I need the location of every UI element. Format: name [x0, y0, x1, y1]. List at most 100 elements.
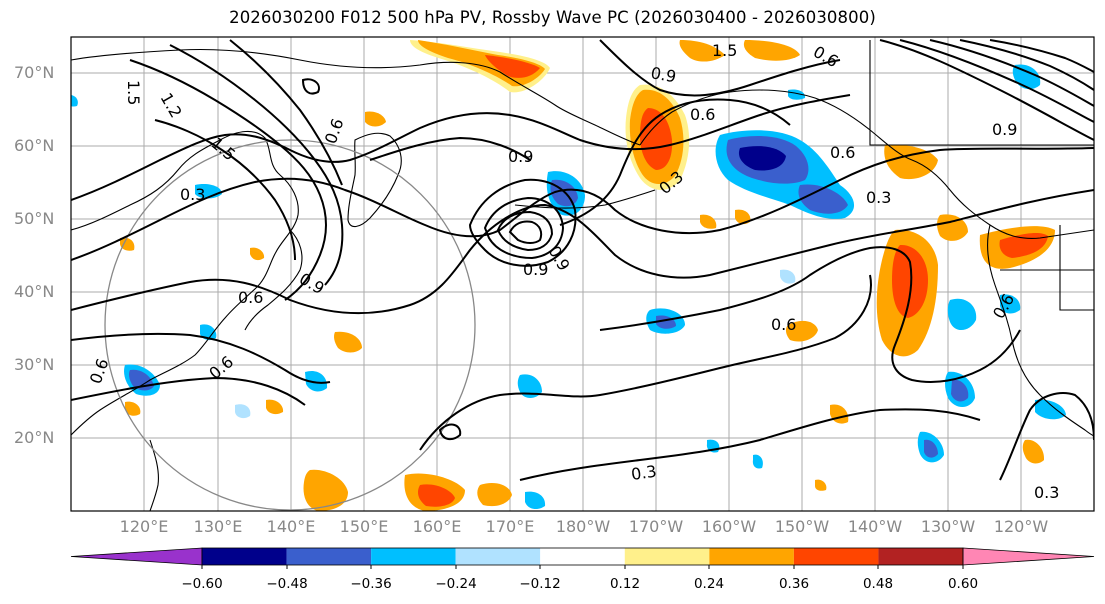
- contour-label: 0.9: [649, 63, 677, 86]
- contour-label: 0.3: [866, 188, 891, 207]
- colorbar-label: 0.24: [693, 576, 725, 592]
- anomaly-patch: [815, 479, 827, 491]
- pv-contour: [129, 59, 327, 301]
- coastline-na-inland: [869, 40, 1094, 146]
- anomaly-patch: [951, 379, 969, 402]
- colorbar-label: 0.36: [778, 576, 810, 592]
- pv-contour: [419, 274, 872, 451]
- anomaly-patch: [1022, 439, 1045, 464]
- anomaly-patch: [640, 108, 673, 170]
- coastline-kamchatka: [347, 132, 402, 228]
- anomaly-patch: [798, 184, 848, 214]
- anomaly-patch: [485, 55, 540, 78]
- pv-contour: [496, 210, 554, 252]
- lon-label: 120°W: [993, 517, 1049, 536]
- anomaly-patch: [365, 111, 386, 127]
- lon-label: 130°E: [193, 517, 243, 536]
- anomaly-patch: [120, 237, 135, 251]
- pv-contour: [959, 39, 1094, 91]
- pv-contour: [989, 39, 1094, 73]
- pv-contour: [508, 220, 543, 244]
- coastline-alaska: [639, 89, 1094, 239]
- anomaly-patch: [937, 214, 968, 241]
- anomaly-patch: [71, 94, 78, 107]
- anomaly-patch: [477, 483, 512, 507]
- colorbar-label: 0.12: [609, 576, 641, 592]
- pv-contour: [438, 423, 462, 441]
- lon-label: 140°E: [266, 517, 316, 536]
- lon-label: 170°W: [628, 517, 684, 536]
- projection-circle: [104, 139, 476, 511]
- pv-contour: [154, 119, 296, 261]
- anomaly-patch: [738, 146, 786, 171]
- colorbar-label: −0.48: [266, 576, 308, 592]
- map-title: 2026030200 F012 500 hPa PV, Rossby Wave …: [229, 8, 876, 27]
- anomaly-patch: [743, 40, 800, 61]
- anomaly-patch: [418, 484, 455, 507]
- anomaly-patch: [305, 370, 328, 392]
- pv-contour: [929, 39, 1094, 107]
- anomaly-patch: [525, 491, 546, 510]
- anomaly-patch: [250, 247, 265, 261]
- pv-contour: [71, 376, 306, 406]
- contour-label: 0.6: [830, 143, 855, 162]
- pv-contour: [599, 246, 1021, 383]
- contour-label: 1.5: [712, 41, 737, 60]
- anomaly-patch: [947, 298, 977, 331]
- lat-label: 30°N: [14, 355, 55, 374]
- pv-contour: [301, 78, 320, 95]
- contour-label: 0.3: [1034, 483, 1059, 502]
- pv-contour: [468, 178, 577, 267]
- gridlines: [71, 37, 1094, 511]
- anomaly-patch: [735, 209, 751, 225]
- lon-label: 160°E: [412, 517, 462, 536]
- lon-label: 120°E: [119, 517, 169, 536]
- coastline-na-west: [986, 224, 1094, 437]
- cool-anomalies: [71, 64, 1066, 510]
- colorbar-label: −0.36: [350, 576, 392, 592]
- anomaly-patch: [200, 324, 217, 341]
- contour-label: 0.3: [180, 185, 205, 204]
- anomaly-patch: [303, 469, 348, 511]
- anomaly-patch: [679, 40, 725, 62]
- coastline-philippines: [149, 439, 159, 511]
- anomaly-patch: [125, 401, 141, 416]
- contour-label: 0.9: [992, 120, 1017, 139]
- pv-contour: [169, 44, 344, 286]
- lat-label: 50°N: [14, 209, 55, 228]
- coastline-aleutians: [514, 189, 656, 209]
- contour-label: 0.6: [690, 105, 715, 124]
- anomaly-patch: [999, 233, 1048, 258]
- anomaly-patch: [892, 244, 928, 318]
- anomaly-patch: [334, 331, 362, 353]
- colorbar-label: 0.60: [947, 576, 979, 592]
- anomaly-patch: [924, 439, 938, 458]
- anomaly-patch: [1000, 294, 1021, 314]
- pv-contour: [71, 332, 331, 384]
- colorbar-label: −0.12: [519, 576, 561, 592]
- anomaly-patch: [785, 320, 818, 342]
- pv-contour: [229, 39, 343, 186]
- pv-contour: [879, 39, 1094, 141]
- lat-label: 60°N: [14, 136, 55, 155]
- contour-label: 0.6: [771, 315, 796, 334]
- lat-label: 40°N: [14, 282, 55, 301]
- lon-label: 180°W: [555, 517, 611, 536]
- anomaly-patch: [235, 404, 251, 419]
- coastline-border: [1000, 225, 1094, 311]
- coastline-japan: [244, 229, 303, 331]
- anomaly-patch: [700, 214, 717, 229]
- contour-label: 0.3: [630, 462, 658, 484]
- anomaly-patch: [780, 269, 796, 284]
- lon-label: 160°W: [701, 517, 757, 536]
- pv-contour: [599, 39, 841, 97]
- lon-label: 150°W: [774, 517, 830, 536]
- pv-contour: [519, 408, 981, 481]
- anomaly-patch: [266, 399, 284, 415]
- anomaly-patch: [517, 374, 542, 398]
- contour-label: 0.6: [238, 288, 263, 307]
- lat-label: 70°N: [14, 63, 55, 82]
- anomaly-patch: [752, 454, 763, 469]
- lon-label: 170°E: [485, 517, 535, 536]
- pv-contour: [369, 136, 531, 161]
